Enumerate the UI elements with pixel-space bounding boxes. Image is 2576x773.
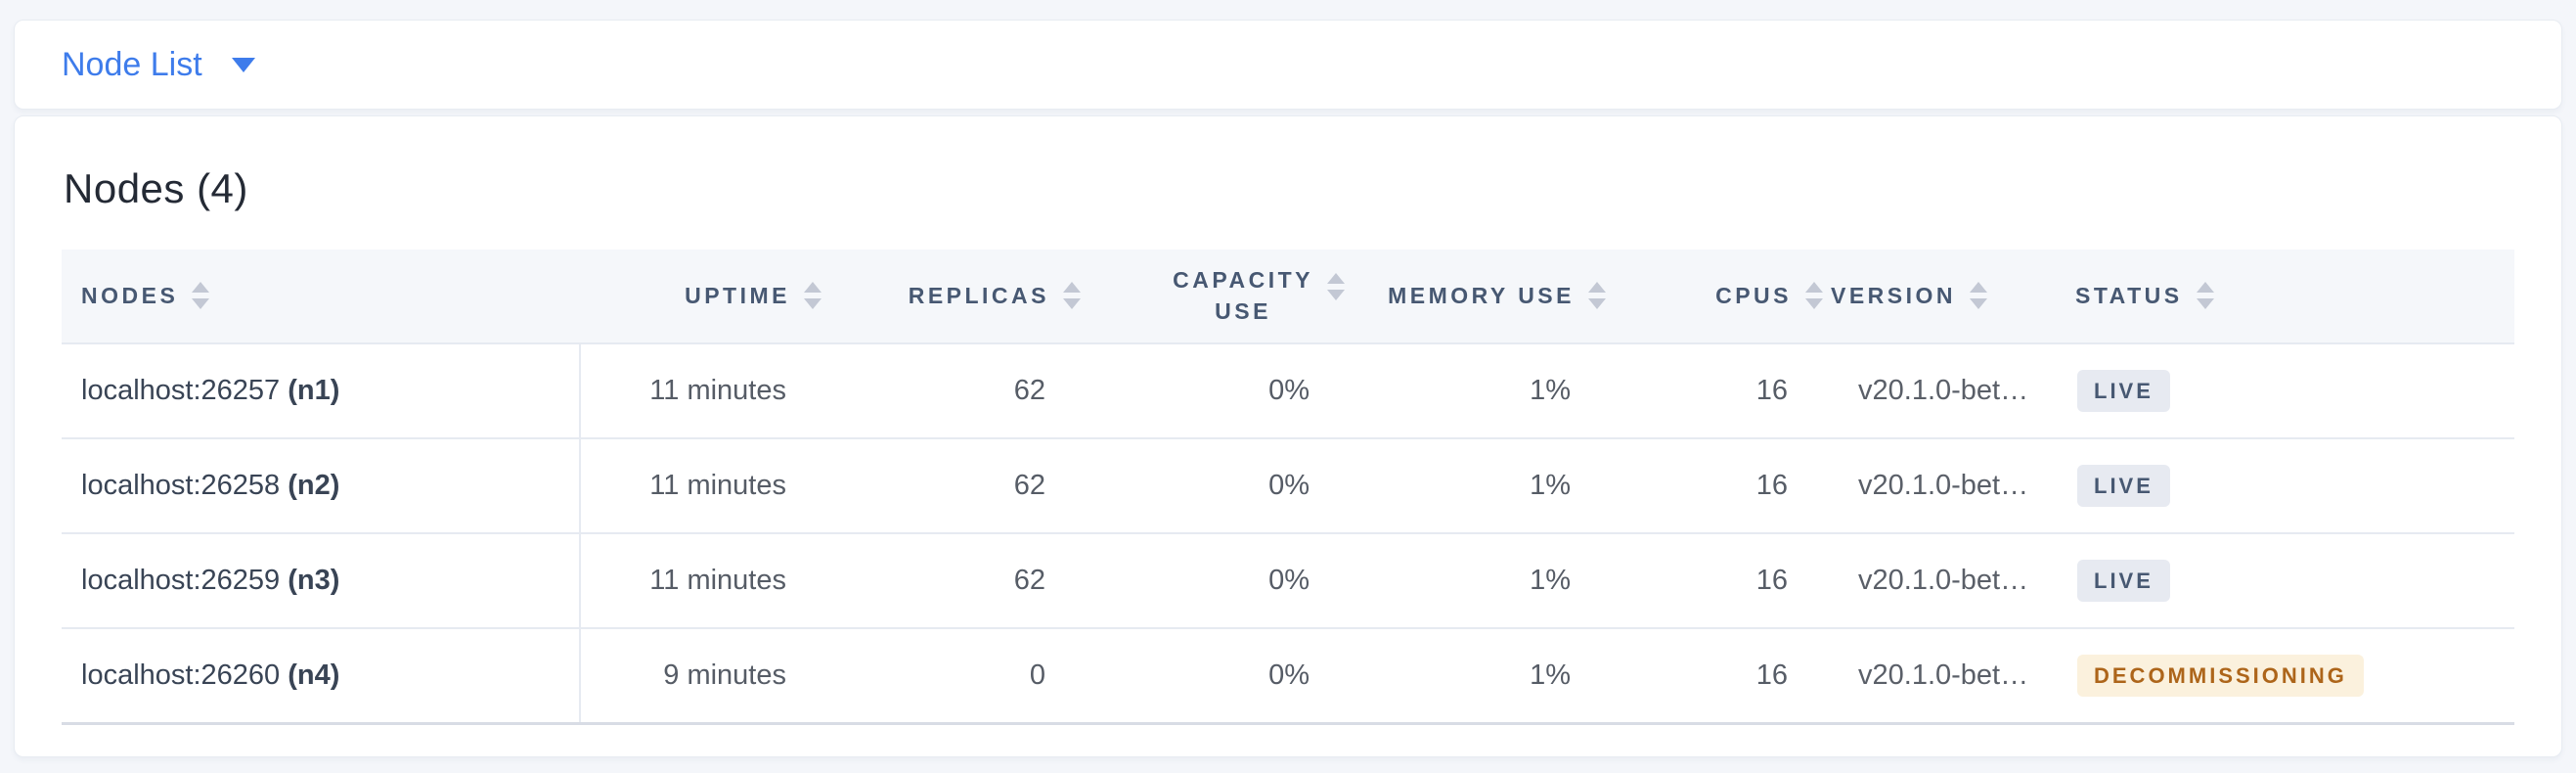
column-label: CPUS xyxy=(1715,282,1792,308)
sort-desc-icon xyxy=(804,298,822,310)
sort-icon[interactable] xyxy=(804,282,822,310)
column-header-uptime[interactable]: UPTIME xyxy=(580,250,829,343)
replicas-cell: 62 xyxy=(829,437,1088,533)
status-badge: LIVE xyxy=(2077,370,2170,412)
column-header-capacity-use[interactable]: CAPACITY USE xyxy=(1088,250,1353,343)
status-badge: LIVE xyxy=(2077,560,2170,602)
version-cell: v20.1.0-bet… xyxy=(1831,342,2075,438)
cpus-cell: 16 xyxy=(1614,437,1831,533)
cpus-cell: 16 xyxy=(1614,342,1831,438)
column-label: UPTIME xyxy=(685,282,790,308)
node-address: localhost:26258 xyxy=(81,470,281,501)
cpus-cell: 16 xyxy=(1614,627,1831,725)
sort-asc-icon xyxy=(804,282,822,294)
uptime-cell: 9 minutes xyxy=(580,627,829,725)
sort-icon[interactable] xyxy=(2196,282,2214,310)
node-address-cell[interactable]: localhost:26257 (n1) xyxy=(62,342,581,438)
sort-desc-icon xyxy=(1805,298,1823,310)
memory-use-cell: 1% xyxy=(1353,437,1614,533)
status-cell: LIVE xyxy=(2075,342,2514,438)
column-label: MEMORY USE xyxy=(1388,282,1575,308)
view-selector-label: Node List xyxy=(62,45,202,83)
node-row: localhost:26259 (n3) 11 minutes 62 0% 1% 16 v2… xyxy=(62,532,2514,628)
sort-asc-icon xyxy=(1805,282,1823,294)
sort-icon[interactable] xyxy=(1805,282,1823,310)
status-cell: LIVE xyxy=(2075,437,2514,533)
sort-icon[interactable] xyxy=(192,282,210,310)
column-header-memory-use[interactable]: MEMORY USE xyxy=(1353,250,1614,343)
page-title: Nodes (4) xyxy=(64,165,248,211)
node-id: (n1) xyxy=(288,375,340,406)
sort-desc-icon xyxy=(1063,298,1081,310)
column-label: STATUS xyxy=(2075,282,2183,308)
node-address-cell[interactable]: localhost:26258 (n2) xyxy=(62,437,581,533)
node-address: localhost:26259 xyxy=(81,565,281,596)
status-badge: DECOMMISSIONING xyxy=(2077,654,2364,697)
sort-asc-icon xyxy=(1063,282,1081,294)
node-id: (n3) xyxy=(288,565,340,596)
view-selector-dropdown[interactable]: Node List xyxy=(62,46,255,84)
capacity-use-cell: 0% xyxy=(1088,342,1353,438)
sort-asc-icon xyxy=(1970,282,1988,294)
replicas-cell: 62 xyxy=(829,532,1088,628)
column-header-version[interactable]: VERSION xyxy=(1831,250,2075,343)
version-cell: v20.1.0-bet… xyxy=(1831,627,2075,725)
status-cell: DECOMMISSIONING xyxy=(2075,627,2514,725)
node-row: localhost:26260 (n4) 9 minutes 0 0% 1% 16 v20.… xyxy=(62,627,2514,725)
node-row: localhost:26258 (n2) 11 minutes 62 0% 1% 16 v2… xyxy=(62,437,2514,533)
node-id: (n2) xyxy=(288,470,340,501)
column-header-status[interactable]: STATUS xyxy=(2075,250,2514,343)
capacity-use-cell: 0% xyxy=(1088,532,1353,628)
column-header-nodes[interactable]: NODES xyxy=(62,250,580,343)
uptime-cell: 11 minutes xyxy=(580,342,829,438)
memory-use-cell: 1% xyxy=(1353,532,1614,628)
node-address-cell[interactable]: localhost:26260 (n4) xyxy=(62,627,581,725)
column-label: CAPACITY USE xyxy=(1173,267,1313,324)
sort-icon[interactable] xyxy=(1970,282,1988,310)
node-address: localhost:26260 xyxy=(81,659,281,691)
sort-desc-icon xyxy=(192,298,210,310)
column-header-replicas[interactable]: REPLICAS xyxy=(829,250,1088,343)
status-badge: LIVE xyxy=(2077,465,2170,507)
node-address: localhost:26257 xyxy=(81,375,281,406)
node-row: localhost:26257 (n1) 11 minutes 62 0% 1% 16 v2… xyxy=(62,342,2514,438)
sort-icon[interactable] xyxy=(1588,282,1606,310)
sort-desc-icon xyxy=(1970,298,1988,310)
caret-down-icon xyxy=(231,57,255,72)
replicas-cell: 62 xyxy=(829,342,1088,438)
sort-asc-icon xyxy=(192,282,210,294)
capacity-use-cell: 0% xyxy=(1088,437,1353,533)
table-header-row: NODES UPTIME REPLICAS CAPACITY USE MEMORY US… xyxy=(62,250,2514,343)
column-header-cpus[interactable]: CPUS xyxy=(1614,250,1831,343)
sort-icon[interactable] xyxy=(1327,273,1345,301)
column-label: NODES xyxy=(81,282,179,308)
replicas-cell: 0 xyxy=(829,627,1088,725)
nodes-panel: Nodes (4) NODES UPTIME REPLICAS CAPACITY US… xyxy=(14,115,2562,757)
node-address-cell[interactable]: localhost:26259 (n3) xyxy=(62,532,581,628)
sort-asc-icon xyxy=(1588,282,1606,294)
version-cell: v20.1.0-bet… xyxy=(1831,437,2075,533)
sort-desc-icon xyxy=(2196,298,2214,310)
memory-use-cell: 1% xyxy=(1353,342,1614,438)
nodes-table: NODES UPTIME REPLICAS CAPACITY USE MEMORY US… xyxy=(62,250,2514,725)
capacity-use-cell: 0% xyxy=(1088,627,1353,725)
sort-asc-icon xyxy=(2196,282,2214,294)
uptime-cell: 11 minutes xyxy=(580,437,829,533)
uptime-cell: 11 minutes xyxy=(580,532,829,628)
column-label: VERSION xyxy=(1831,282,1957,308)
version-cell: v20.1.0-bet… xyxy=(1831,532,2075,628)
sort-desc-icon xyxy=(1327,290,1345,301)
memory-use-cell: 1% xyxy=(1353,627,1614,725)
table-body: localhost:26257 (n1) 11 minutes 62 0% 1% 16 v2… xyxy=(62,342,2514,725)
node-id: (n4) xyxy=(288,659,340,691)
status-cell: LIVE xyxy=(2075,532,2514,628)
sort-desc-icon xyxy=(1588,298,1606,310)
column-label: REPLICAS xyxy=(908,282,1049,308)
sort-asc-icon xyxy=(1327,273,1345,285)
sort-icon[interactable] xyxy=(1063,282,1081,310)
view-selector-bar: Node List xyxy=(14,20,2562,110)
cpus-cell: 16 xyxy=(1614,532,1831,628)
